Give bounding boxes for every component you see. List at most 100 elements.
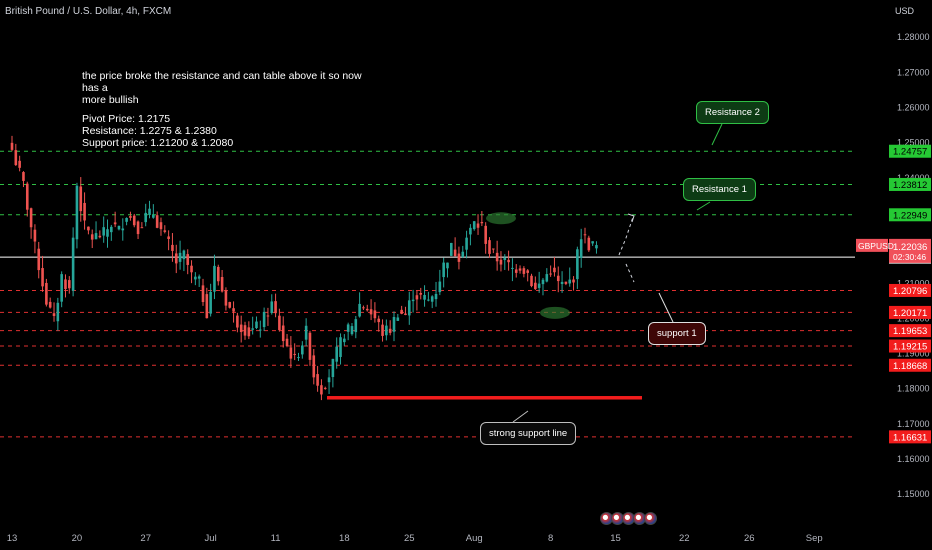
economic-events[interactable]: [600, 512, 657, 525]
event-flag-icon[interactable]: [644, 512, 657, 525]
candle-body: [10, 142, 14, 150]
y-tick-label: 1.15000: [897, 489, 930, 499]
resistance-1-callout[interactable]: Resistance 1: [683, 178, 756, 201]
candle-body: [121, 228, 125, 231]
candle-body: [350, 326, 354, 335]
y-tick-label: 1.27000: [897, 67, 930, 77]
candle-body: [568, 279, 572, 284]
candle-body: [381, 324, 384, 336]
candle-body: [392, 316, 396, 332]
x-tick-label: 26: [744, 533, 755, 544]
candle-body: [507, 259, 510, 263]
candle-body: [549, 273, 552, 275]
candle-body: [312, 355, 316, 378]
candle-body: [266, 315, 270, 317]
level-price-tag: 1.20171: [893, 308, 927, 319]
candle-body: [385, 325, 388, 336]
candles-layer: [10, 135, 598, 401]
analysis-note: the price broke the resistance and can t…: [82, 70, 372, 149]
x-tick-label: 20: [72, 533, 83, 544]
candle-body: [564, 281, 568, 284]
y-tick-label: 1.25000: [897, 138, 930, 148]
candle-body: [407, 300, 411, 316]
candle-body: [186, 254, 190, 265]
candle-body: [415, 295, 419, 300]
candle-body: [14, 150, 18, 166]
candle-body: [442, 262, 445, 278]
symbol-title: British Pound / U.S. Dollar, 4h, FXCM: [5, 6, 172, 17]
candle-body: [56, 302, 60, 322]
candle-body: [90, 234, 94, 240]
y-tick-label: 1.26000: [897, 103, 930, 113]
candle-body: [591, 241, 594, 244]
candle-body: [110, 226, 113, 233]
candle-body: [553, 267, 556, 273]
level-price-tag: 1.16631: [893, 432, 927, 443]
candle-body: [132, 215, 136, 226]
candle-body: [545, 274, 549, 282]
candle-body: [457, 253, 461, 262]
support-note: Support price: 1.21200 & 1.2080: [82, 137, 234, 149]
candle-body: [469, 227, 472, 235]
candle-body: [534, 282, 537, 290]
candle-body: [236, 315, 239, 328]
candle-body: [335, 346, 338, 362]
support-1-pointer: [658, 292, 674, 323]
candle-body: [144, 212, 147, 223]
candle-body: [228, 302, 232, 308]
candle-body: [503, 257, 507, 261]
candle-body: [75, 185, 79, 240]
candle-body: [411, 299, 415, 302]
level-price-tag: 1.22949: [893, 210, 927, 221]
currency-label: USD: [895, 6, 915, 16]
x-tick-label: Jul: [205, 533, 217, 544]
level-price-tag: 1.19215: [893, 342, 927, 353]
strong-support-callout[interactable]: strong support line: [480, 422, 577, 445]
candle-body: [68, 280, 71, 289]
level-price-tag-bg: [889, 324, 931, 338]
candle-body: [453, 249, 457, 257]
candle-body: [152, 214, 155, 218]
candle-body: [541, 279, 545, 285]
candle-body: [285, 338, 289, 347]
candle-body: [64, 279, 67, 290]
candle-body: [400, 309, 403, 314]
resistance-2-callout[interactable]: Resistance 2: [696, 101, 769, 124]
candle-body: [308, 332, 312, 360]
candle-body: [434, 293, 438, 300]
candle-body: [106, 229, 109, 237]
candle-body: [373, 310, 377, 319]
candle-body: [450, 242, 453, 256]
candle-body: [232, 308, 235, 312]
candle-body: [323, 387, 327, 389]
candle-body: [182, 250, 186, 260]
candle-body: [587, 237, 591, 251]
candle-body: [304, 325, 308, 340]
candle-body: [197, 276, 201, 279]
candle-body: [583, 234, 587, 236]
candle-body: [530, 275, 533, 287]
top-marker: [486, 212, 516, 225]
candle-body: [289, 347, 293, 359]
level-price-tag: 1.24757: [893, 147, 927, 158]
candle-body: [129, 216, 132, 218]
support-1-callout[interactable]: support 1: [648, 322, 706, 345]
candle-body: [595, 245, 598, 249]
y-tick-label: 1.24000: [897, 173, 930, 183]
x-tick-label: Aug: [466, 533, 483, 544]
y-tick-label: 1.28000: [897, 32, 930, 42]
candle-body: [205, 294, 209, 319]
x-tick-label: 27: [140, 533, 151, 544]
candle-body: [71, 237, 75, 291]
level-price-tag-bg: [889, 208, 931, 222]
symbol-tag: GBPUSD: [858, 241, 894, 251]
note-line: the price broke the resistance and can t…: [82, 70, 362, 94]
candle-body: [18, 160, 21, 168]
candle-body: [37, 248, 41, 271]
pivot-note: Pivot Price: 1.2175: [82, 113, 171, 125]
candle-body: [320, 385, 323, 395]
strong-support-pointer: [512, 410, 529, 423]
candle-body: [247, 327, 251, 337]
candle-body: [465, 237, 468, 250]
